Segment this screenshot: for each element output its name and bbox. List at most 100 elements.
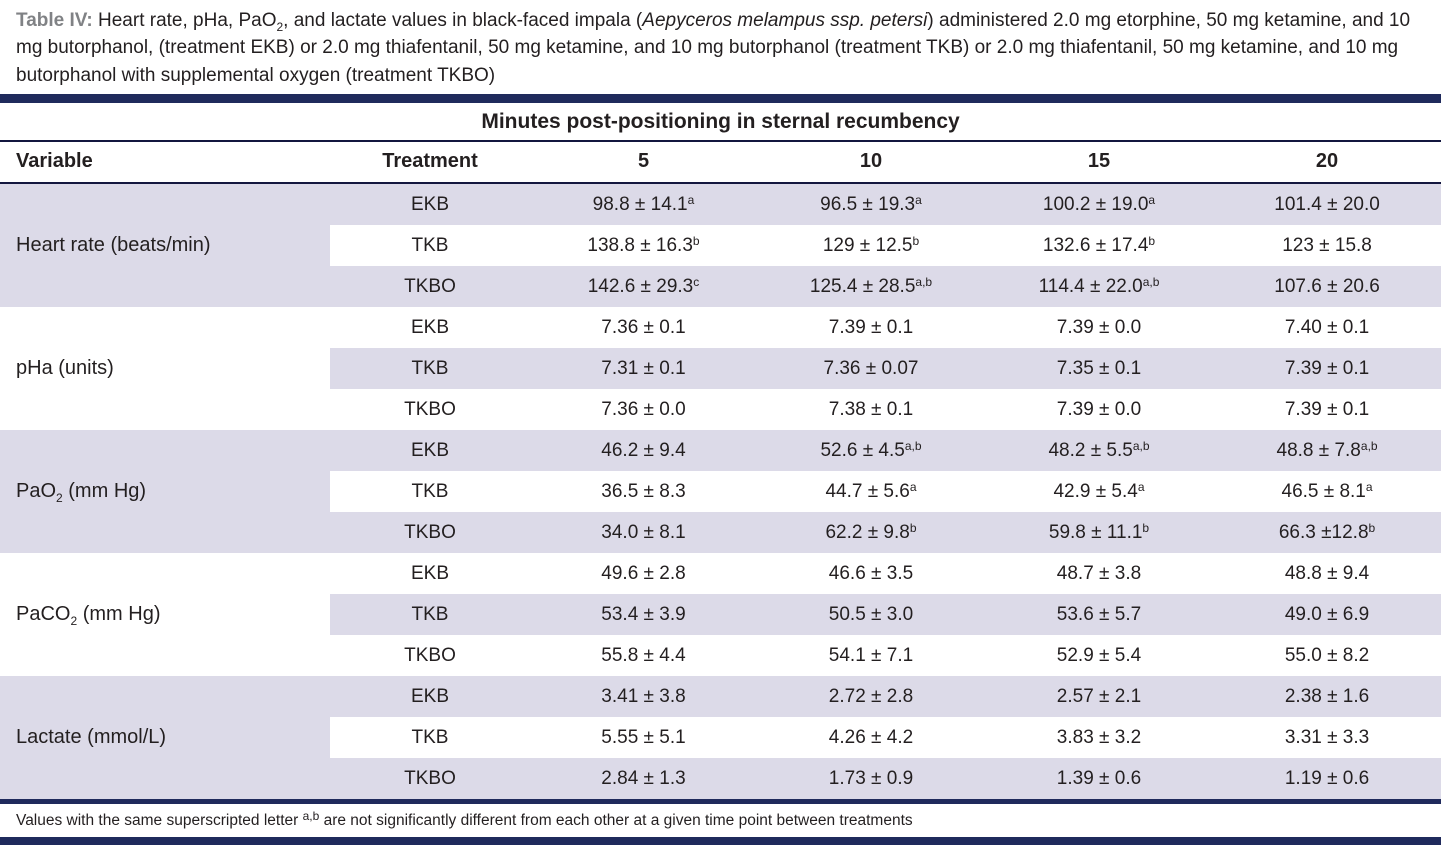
value-cell: 52.6 ± 4.5a,b: [757, 430, 985, 472]
value-cell: 100.2 ± 19.0a: [985, 183, 1213, 226]
variable-cell: Lactate (mmol/L): [0, 676, 330, 800]
value-cell: 3.83 ± 3.2: [985, 717, 1213, 759]
table-row: TKBO 34.0 ± 8.1 62.2 ± 9.8b 59.8 ± 11.1b 66.…: [0, 512, 1441, 554]
value-cell: 3.31 ± 3.3: [1213, 717, 1441, 759]
value-cell: 7.36 ± 0.07: [757, 348, 985, 390]
table-row: TKB 53.4 ± 3.9 50.5 ± 3.0 53.6 ± 5.7 49.0 ± …: [0, 594, 1441, 636]
text-segment: ) administered 2.0 mg etorphine, 50 mg k…: [16, 10, 1411, 86]
significance-superscript: a: [909, 480, 917, 495]
column-header-treatment: Treatment: [330, 141, 530, 185]
value-cell: 46.2 ± 9.4: [530, 430, 757, 472]
text-segment: Table IV:: [16, 10, 99, 31]
value-cell: 49.6 ± 2.8: [530, 553, 757, 595]
significance-superscript: b: [1368, 521, 1376, 536]
significance-superscript: a,b: [1142, 275, 1160, 290]
significance-superscript: b: [692, 234, 700, 249]
significance-superscript: b: [1142, 521, 1150, 536]
footnote-rule: [0, 799, 1441, 805]
column-header-variable: Variable: [0, 141, 330, 185]
significance-superscript: a: [915, 193, 922, 208]
value-cell: 34.0 ± 8.1: [530, 512, 757, 554]
value-cell: 36.5 ± 8.3: [530, 471, 757, 513]
column-header-row: Variable Treatment 5 10 15 20: [0, 141, 1441, 185]
value-cell: 44.7 ± 5.6a: [757, 471, 985, 513]
value-cell: 7.39 ± 0.1: [757, 307, 985, 349]
table-body: Heart rate (beats/min) EKB 98.8 ± 14.1a 96.…: [0, 183, 1441, 800]
variable-cell: pHa (units): [0, 307, 330, 431]
treatment-cell: TKBO: [330, 512, 530, 554]
treatment-cell: TKBO: [330, 389, 530, 431]
value-cell: 2.72 ± 2.8: [757, 676, 985, 718]
value-cell: 142.6 ± 29.3c: [530, 266, 757, 308]
treatment-cell: EKB: [330, 676, 530, 718]
top-navy-bar: [0, 94, 1441, 104]
variable-cell: PaO2 (mm Hg): [0, 430, 330, 554]
text-segment: Values with the same superscripted lette…: [16, 812, 303, 830]
value-cell: 7.39 ± 0.0: [985, 307, 1213, 349]
column-header-15: 15: [985, 141, 1213, 185]
treatment-cell: TKB: [330, 348, 530, 390]
treatment-cell: EKB: [330, 553, 530, 595]
text-segment: 2: [276, 19, 284, 34]
value-cell: 123 ± 15.8: [1213, 225, 1441, 267]
value-cell: 7.31 ± 0.1: [530, 348, 757, 390]
value-cell: 50.5 ± 3.0: [757, 594, 985, 636]
data-table: Minutes post-positioning in sternal recu…: [0, 103, 1441, 800]
value-cell: 2.38 ± 1.6: [1213, 676, 1441, 718]
column-header-10: 10: [757, 141, 985, 185]
table-row: TKB 7.31 ± 0.1 7.36 ± 0.07 7.35 ± 0.1 7.39 ±…: [0, 348, 1441, 390]
value-cell: 4.26 ± 4.2: [757, 717, 985, 759]
value-cell: 132.6 ± 17.4b: [985, 225, 1213, 267]
treatment-cell: TKBO: [330, 266, 530, 308]
text-segment: are not significantly different from eac…: [319, 812, 913, 830]
span-header: Minutes post-positioning in sternal recu…: [0, 103, 1441, 143]
value-cell: 59.8 ± 11.1b: [985, 512, 1213, 554]
treatment-cell: EKB: [330, 430, 530, 472]
significance-superscript: c: [693, 275, 700, 290]
value-cell: 42.9 ± 5.4a: [985, 471, 1213, 513]
value-cell: 7.39 ± 0.1: [1213, 348, 1441, 390]
significance-superscript: a: [1137, 480, 1145, 495]
value-cell: 5.55 ± 5.1: [530, 717, 757, 759]
table-row: PaCO2 (mm Hg) EKB 49.6 ± 2.8 46.6 ± 3.5 48.7…: [0, 553, 1441, 677]
treatment-cell: TKB: [330, 594, 530, 636]
table-footnote: Values with the same superscripted lette…: [0, 804, 1441, 834]
value-cell: 46.5 ± 8.1a: [1213, 471, 1441, 513]
value-cell: 138.8 ± 16.3b: [530, 225, 757, 267]
table-row: Lactate (mmol/L) EKB 3.41 ± 3.8 2.72 ± 2.8 2…: [0, 676, 1441, 800]
value-cell: 7.39 ± 0.0: [985, 389, 1213, 431]
significance-superscript: a: [1148, 193, 1156, 208]
treatment-cell: TKBO: [330, 758, 530, 800]
treatment-cell: TKB: [330, 717, 530, 759]
table-row: pHa (units) EKB 7.36 ± 0.1 7.39 ± 0.1 7.39 ±…: [0, 307, 1441, 431]
value-cell: 48.8 ± 9.4: [1213, 553, 1441, 595]
column-header-20: 20: [1213, 141, 1441, 185]
table-row: TKBO 7.36 ± 0.0 7.38 ± 0.1 7.39 ± 0.0 7.39 ±…: [0, 389, 1441, 431]
value-cell: 129 ± 12.5b: [757, 225, 985, 267]
significance-superscript: b: [1148, 234, 1156, 249]
value-cell: 52.9 ± 5.4: [985, 635, 1213, 677]
treatment-cell: TKBO: [330, 635, 530, 677]
column-header-5: 5: [530, 141, 757, 185]
text-segment: , and lactate values in black-faced impa…: [283, 10, 643, 31]
value-cell: 55.8 ± 4.4: [530, 635, 757, 677]
table-row: TKBO 2.84 ± 1.3 1.73 ± 0.9 1.39 ± 0.6 1.19 ±…: [0, 758, 1441, 800]
table-row: TKB 36.5 ± 8.3 44.7 ± 5.6a 42.9 ± 5.4a 46.5 …: [0, 471, 1441, 513]
bottom-navy-bar: [0, 837, 1441, 845]
value-cell: 7.36 ± 0.1: [530, 307, 757, 349]
value-cell: 1.73 ± 0.9: [757, 758, 985, 800]
text-segment: Aepyceros melampus ssp. petersi: [642, 10, 928, 31]
text-segment: a,b: [302, 808, 320, 823]
value-cell: 7.36 ± 0.0: [530, 389, 757, 431]
value-cell: 98.8 ± 14.1a: [530, 183, 757, 226]
variable-cell: PaCO2 (mm Hg): [0, 553, 330, 677]
significance-superscript: b: [909, 521, 917, 536]
significance-superscript: a,b: [1360, 439, 1378, 454]
value-cell: 55.0 ± 8.2: [1213, 635, 1441, 677]
table-row: TKB 5.55 ± 5.1 4.26 ± 4.2 3.83 ± 3.2 3.31 ± …: [0, 717, 1441, 759]
value-cell: 48.8 ± 7.8a,b: [1213, 430, 1441, 472]
treatment-cell: TKB: [330, 471, 530, 513]
table-row: PaO2 (mm Hg) EKB 46.2 ± 9.4 52.6 ± 4.5a,b 48…: [0, 430, 1441, 554]
value-cell: 7.40 ± 0.1: [1213, 307, 1441, 349]
